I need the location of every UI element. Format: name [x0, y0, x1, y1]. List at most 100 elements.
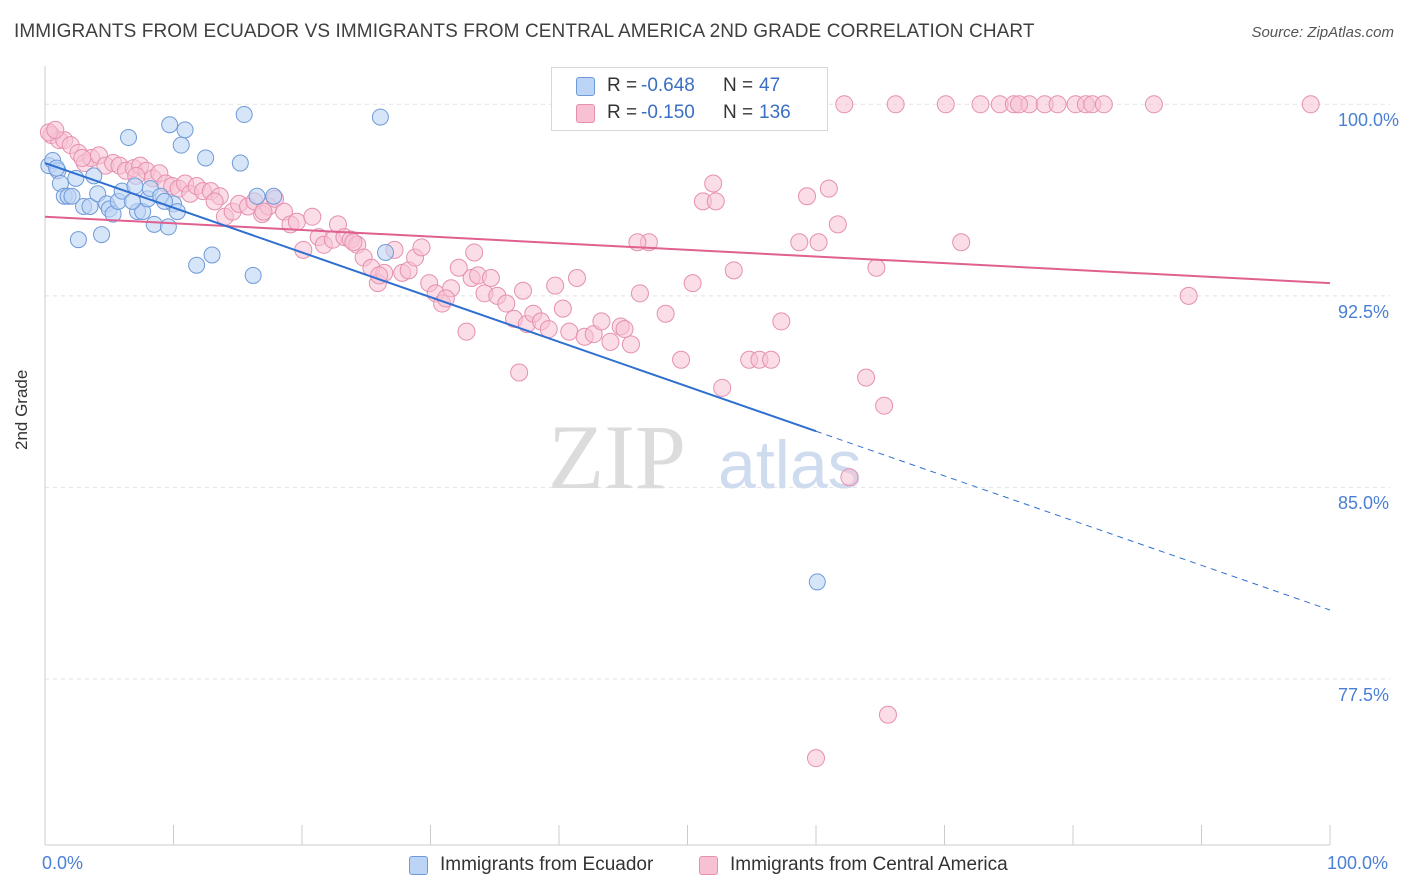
- point-ecuador: [81, 197, 99, 215]
- gridlines: [45, 103, 1390, 680]
- point-ecuador: [231, 154, 249, 172]
- point-ecuador: [161, 116, 179, 134]
- point-central-america: [601, 332, 620, 351]
- point-ecuador: [265, 187, 283, 205]
- legend-item-ecuador[interactable]: Immigrants from Ecuador: [409, 852, 653, 878]
- point-ecuador: [371, 108, 389, 126]
- point-central-america: [713, 378, 732, 397]
- point-central-america: [510, 363, 529, 382]
- point-ecuador: [176, 121, 194, 139]
- point-central-america: [553, 299, 572, 318]
- point-central-america: [762, 350, 781, 369]
- y-tick-label: 85.0%: [1338, 493, 1390, 514]
- point-central-america: [857, 368, 876, 387]
- n-label: N =: [723, 102, 754, 123]
- point-central-america: [497, 294, 516, 313]
- y-tick-label: 100.0%: [1338, 110, 1400, 131]
- n-label: N =: [723, 75, 754, 96]
- trend-lines: [44, 162, 1331, 611]
- watermark-zip: ZIP: [548, 406, 686, 508]
- point-ecuador: [197, 149, 215, 167]
- point-central-america: [46, 120, 65, 139]
- point-central-america: [886, 95, 905, 114]
- point-central-america: [1144, 95, 1163, 114]
- point-central-america: [706, 192, 725, 211]
- point-ecuador: [203, 246, 221, 264]
- point-ecuador: [188, 256, 206, 274]
- point-central-america: [1048, 95, 1067, 114]
- trend-line-ecuador: [44, 162, 817, 433]
- point-central-america: [790, 233, 809, 252]
- point-central-america: [287, 212, 306, 231]
- point-central-america: [878, 705, 897, 724]
- point-central-america: [683, 274, 702, 293]
- point-ecuador: [145, 215, 163, 233]
- point-central-america: [656, 304, 675, 323]
- point-ecuador: [48, 159, 66, 177]
- point-central-america: [809, 233, 828, 252]
- trend-line-central-america: [44, 215, 1331, 285]
- point-ecuador: [235, 106, 253, 124]
- point-ecuador: [93, 226, 111, 244]
- source-credit: Source: ZipAtlas.com: [1251, 24, 1394, 41]
- point-central-america: [1179, 286, 1198, 305]
- n-value-central-america: 136: [759, 102, 791, 123]
- point-central-america: [303, 207, 322, 226]
- stats-legend: R = -0.648 N = 47 R = -0.150 N = 136: [551, 67, 828, 131]
- point-central-america: [73, 148, 92, 167]
- point-central-america: [875, 396, 894, 415]
- point-ecuador: [248, 187, 266, 205]
- point-central-america: [205, 192, 224, 211]
- point-central-america: [1010, 95, 1029, 114]
- point-central-america: [615, 320, 634, 339]
- point-ecuador: [69, 231, 87, 249]
- point-ecuador: [808, 573, 826, 591]
- legend-swatch-ecuador: [409, 855, 428, 875]
- point-central-america: [724, 261, 743, 280]
- point-central-america: [514, 281, 533, 300]
- point-central-america: [936, 95, 955, 114]
- watermark: ZIP atlas: [548, 406, 862, 508]
- point-central-america: [254, 202, 273, 221]
- point-ecuador: [377, 243, 395, 261]
- point-ecuador: [159, 218, 177, 236]
- point-central-america: [1094, 95, 1113, 114]
- x-tick-label-min: 0.0%: [42, 853, 84, 873]
- stats-row-central-america: R = -0.150 N = 136: [576, 100, 791, 126]
- chart-title: IMMIGRANTS FROM ECUADOR VS IMMIGRANTS FR…: [14, 21, 1035, 42]
- point-central-america: [457, 322, 476, 341]
- n-value-ecuador: 47: [759, 75, 781, 96]
- point-central-america: [807, 749, 825, 768]
- trend-line-ecuador-extrapolated: [815, 430, 1331, 611]
- point-ecuador: [85, 167, 103, 185]
- stats-row-ecuador: R = -0.648 N = 47: [576, 73, 780, 99]
- point-central-america: [835, 95, 854, 114]
- point-central-america: [672, 350, 691, 369]
- watermark-atlas: atlas: [718, 427, 862, 503]
- point-ecuador: [120, 129, 138, 147]
- point-central-america: [798, 187, 817, 206]
- point-ecuador: [244, 266, 262, 284]
- point-central-america: [819, 179, 838, 198]
- point-central-america: [772, 312, 791, 331]
- y-tick-label: 92.5%: [1338, 301, 1390, 322]
- point-central-america: [546, 276, 565, 295]
- point-central-america: [952, 233, 971, 252]
- legend-item-central-america[interactable]: Immigrants from Central America: [699, 852, 1008, 878]
- legend-label-central-america: Immigrants from Central America: [730, 854, 1008, 875]
- point-central-america: [560, 322, 579, 341]
- swatch-central-america: [576, 103, 595, 123]
- point-central-america: [630, 284, 649, 303]
- point-central-america: [704, 174, 723, 193]
- point-central-america: [481, 268, 500, 287]
- y-tick-label: 77.5%: [1338, 684, 1390, 705]
- point-central-america: [840, 468, 859, 487]
- swatch-ecuador: [576, 76, 595, 96]
- x-tick-label-max: 100.0%: [1327, 853, 1389, 873]
- point-ecuador: [172, 136, 190, 154]
- r-value-ecuador: -0.648: [641, 75, 695, 96]
- point-central-america: [344, 233, 363, 252]
- legend-swatch-central-america: [699, 855, 718, 875]
- r-value-central-america: -0.150: [641, 102, 695, 123]
